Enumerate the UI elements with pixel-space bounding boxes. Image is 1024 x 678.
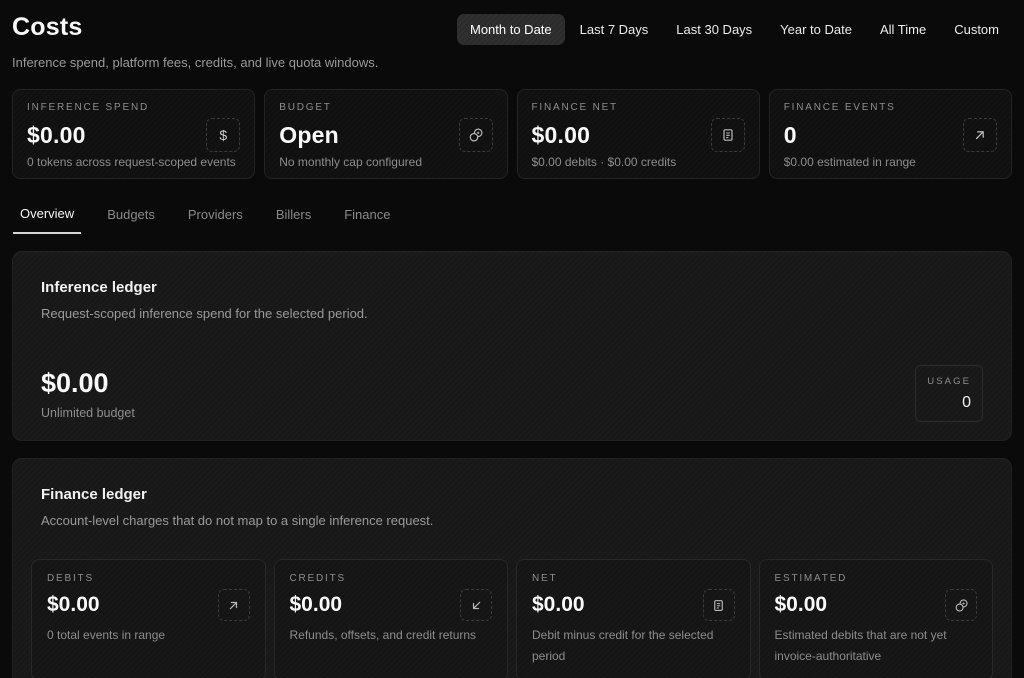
card-value: 0: [783, 121, 797, 148]
card-inference-spend: INFERENCE SPEND $0.00 $ 0 tokens across …: [12, 89, 256, 179]
tab-billers[interactable]: Billers: [269, 206, 318, 234]
range-tab-custom[interactable]: Custom: [941, 14, 1012, 45]
arrow-up-right-icon: [963, 118, 997, 152]
arrow-down-left-icon: [460, 589, 492, 621]
summary-cards-row: INFERENCE SPEND $0.00 $ 0 tokens across …: [12, 89, 1012, 179]
card-label: BUDGET: [279, 102, 332, 113]
page-title: Costs: [12, 13, 83, 41]
section-tabs: Overview Budgets Providers Billers Finan…: [12, 206, 1012, 234]
finance-ledger-heading: Finance ledger: [41, 486, 147, 503]
card-subtext: 0 tokens across request-scoped events: [27, 155, 236, 169]
page-subtitle: Inference spend, platform fees, credits,…: [12, 55, 379, 70]
finance-cards-row: DEBITS $0.00 0 total events in range CRE…: [31, 559, 993, 678]
usage-value: 0: [962, 394, 971, 411]
coins-icon: [945, 589, 977, 621]
inference-spend-value: $0.00: [41, 367, 109, 398]
card-label: DEBITS: [47, 573, 94, 584]
range-tab-year-to-date[interactable]: Year to Date: [767, 14, 865, 45]
card-label: FINANCE EVENTS: [783, 102, 896, 113]
card-finance-net: FINANCE NET $0.00 $0.00 debits · $0.00 c…: [516, 89, 760, 179]
page-header: Costs Inference spend, platform fees, cr…: [0, 0, 1024, 70]
dollar-icon: $: [206, 118, 241, 152]
card-label: FINANCE NET: [531, 102, 618, 113]
card-net: NET $0.00 Debit minus credit for the sel…: [516, 559, 751, 678]
finance-ledger-panel: Finance ledger Account-level charges tha…: [12, 458, 1012, 678]
card-subtext: No monthly cap configured: [279, 155, 422, 169]
date-range-selector: Month to Date Last 7 Days Last 30 Days Y…: [456, 14, 1012, 45]
range-tab-all-time[interactable]: All Time: [867, 14, 939, 45]
tab-finance[interactable]: Finance: [337, 206, 397, 234]
card-subtext: Refunds, offsets, and credit returns: [289, 628, 477, 642]
card-debits: DEBITS $0.00 0 total events in range: [31, 559, 266, 678]
coins-icon: [458, 118, 493, 152]
card-subtext: Debit minus credit for the selected peri…: [532, 628, 714, 663]
card-label: NET: [532, 573, 558, 584]
receipt-icon: [702, 589, 735, 621]
inference-ledger-summary-row: $0.00 Unlimited budget USAGE 0: [31, 365, 993, 422]
card-label: ESTIMATED: [774, 573, 848, 584]
usage-label: USAGE: [927, 376, 971, 387]
card-label: CREDITS: [289, 573, 346, 584]
card-subtext: $0.00 debits · $0.00 credits: [531, 155, 677, 169]
card-value: Open: [279, 121, 339, 148]
inference-spend-block: $0.00 Unlimited budget: [41, 368, 135, 420]
finance-ledger-subtitle: Account-level charges that do not map to…: [41, 513, 434, 528]
inference-budget-note: Unlimited budget: [41, 405, 135, 420]
card-value: $0.00: [531, 121, 591, 148]
tab-providers[interactable]: Providers: [181, 206, 250, 234]
range-tab-last-30-days[interactable]: Last 30 Days: [663, 14, 765, 45]
inference-ledger-subtitle: Request-scoped inference spend for the s…: [41, 306, 368, 321]
inference-ledger-heading: Inference ledger: [41, 279, 157, 296]
card-value: $0.00: [774, 593, 828, 616]
card-budget: BUDGET Open No monthly cap configured: [264, 89, 508, 179]
card-subtext: $0.00 estimated in range: [783, 155, 916, 169]
range-tab-last-7-days[interactable]: Last 7 Days: [567, 14, 662, 45]
card-value: $0.00: [289, 593, 343, 616]
card-credits: CREDITS $0.00 Refunds, offsets, and cred…: [273, 559, 508, 678]
tab-budgets[interactable]: Budgets: [100, 206, 162, 234]
arrow-up-right-icon: [217, 589, 250, 621]
title-block: Costs Inference spend, platform fees, cr…: [12, 13, 378, 70]
card-subtext: Estimated debits that are not yet invoic…: [774, 628, 947, 663]
tab-overview[interactable]: Overview: [13, 206, 82, 234]
receipt-icon: [710, 118, 745, 152]
card-label: INFERENCE SPEND: [27, 102, 150, 113]
range-tab-month-to-date[interactable]: Month to Date: [456, 14, 565, 45]
card-value: $0.00: [532, 593, 585, 616]
inference-ledger-panel: Inference ledger Request-scoped inferenc…: [12, 251, 1012, 441]
card-value: $0.00: [47, 593, 100, 616]
card-finance-events: FINANCE EVENTS 0 $0.00 estimated in rang…: [768, 89, 1012, 179]
card-value: $0.00: [27, 121, 86, 148]
usage-box: USAGE 0: [915, 365, 983, 422]
card-estimated: ESTIMATED $0.00 Estimated debits that ar…: [758, 559, 993, 678]
card-subtext: 0 total events in range: [47, 628, 166, 642]
